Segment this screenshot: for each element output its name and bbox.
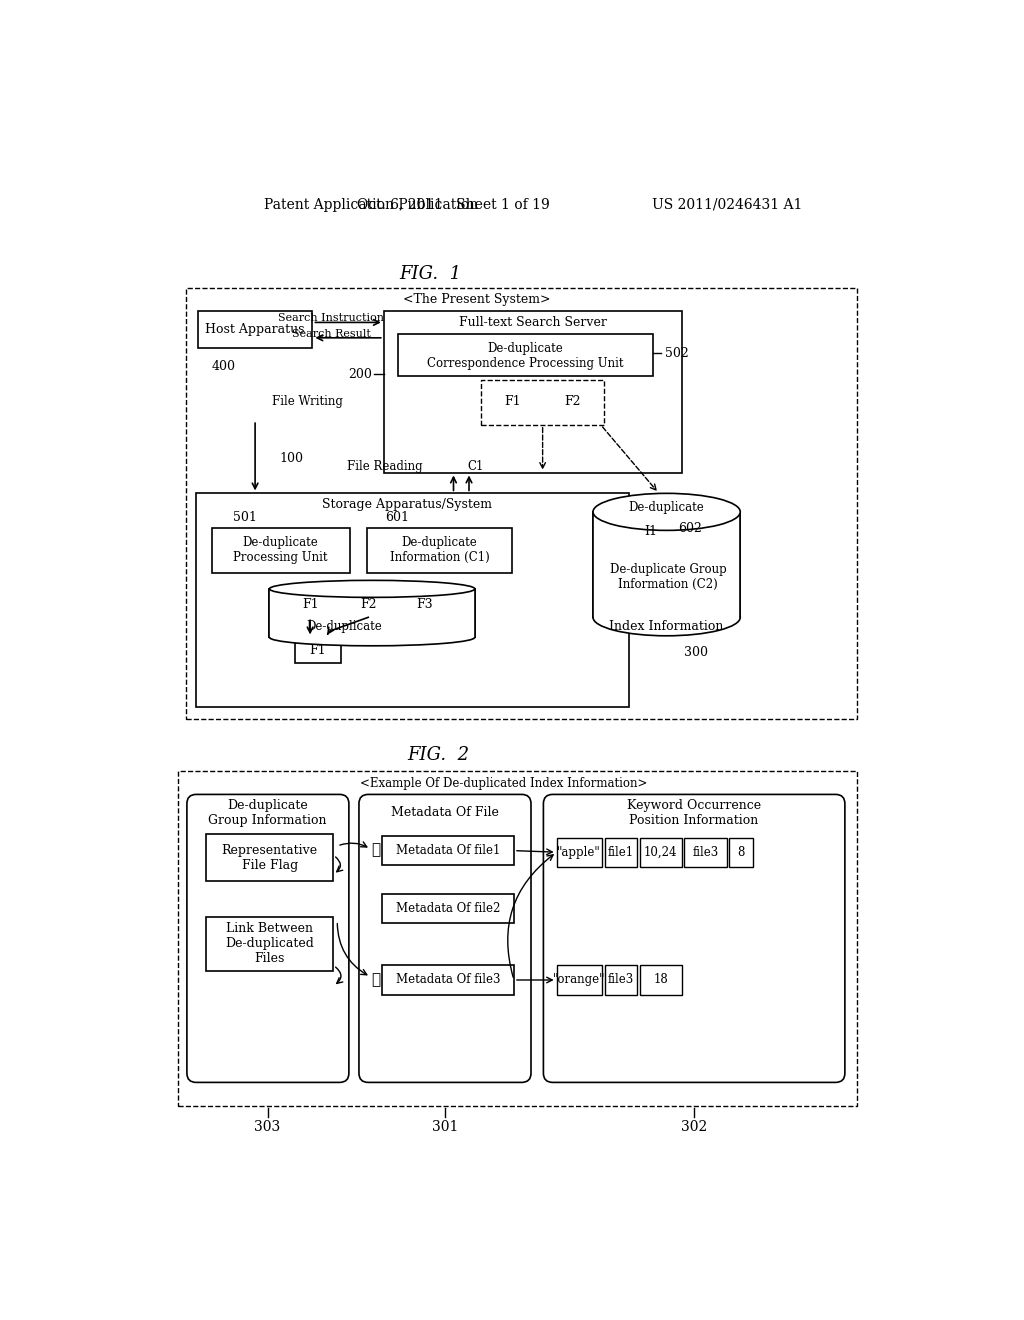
Text: ✩: ✩ <box>372 973 381 987</box>
Bar <box>206 917 334 970</box>
Text: file3: file3 <box>692 846 719 859</box>
Text: Metadata Of file2: Metadata Of file2 <box>396 902 501 915</box>
Text: Metadata Of file3: Metadata Of file3 <box>396 973 501 986</box>
Text: 502: 502 <box>665 347 689 360</box>
Bar <box>367 528 512 573</box>
Text: FIG.  1: FIG. 1 <box>399 265 462 282</box>
Bar <box>684 838 727 867</box>
Text: "orange": "orange" <box>553 973 605 986</box>
Text: Link Between
De-duplicated
Files: Link Between De-duplicated Files <box>225 923 314 965</box>
Text: F3: F3 <box>417 598 433 611</box>
Text: F2: F2 <box>360 598 377 611</box>
Text: Search Instruction: Search Instruction <box>279 313 384 323</box>
Text: F1: F1 <box>309 644 327 657</box>
Text: 8: 8 <box>737 846 744 859</box>
Bar <box>481 380 604 425</box>
Bar <box>593 512 740 618</box>
Bar <box>384 312 682 473</box>
Text: Keyword Occurrence
Position Information: Keyword Occurrence Position Information <box>627 799 761 826</box>
Bar <box>295 638 341 663</box>
Bar <box>557 838 601 867</box>
Text: file1: file1 <box>608 846 634 859</box>
Ellipse shape <box>269 628 475 645</box>
Text: File Writing: File Writing <box>272 395 343 408</box>
Text: I1: I1 <box>645 524 657 537</box>
Text: <Example Of De-duplicated Index Information>: <Example Of De-duplicated Index Informat… <box>360 777 648 791</box>
Text: "apple": "apple" <box>557 846 601 859</box>
Bar <box>382 965 514 995</box>
FancyBboxPatch shape <box>359 795 531 1082</box>
Text: C1: C1 <box>467 459 483 473</box>
Bar <box>632 517 671 544</box>
Text: Metadata Of file1: Metadata Of file1 <box>396 843 501 857</box>
Text: ✩: ✩ <box>372 843 381 858</box>
Text: FIG.  2: FIG. 2 <box>407 746 469 764</box>
Text: file3: file3 <box>608 973 634 986</box>
Text: 18: 18 <box>653 973 669 986</box>
Text: 501: 501 <box>232 511 256 524</box>
Bar <box>212 528 349 573</box>
Text: 601: 601 <box>385 511 410 524</box>
Text: De-duplicate Group
Information (C2): De-duplicate Group Information (C2) <box>610 562 727 590</box>
Bar <box>729 838 753 867</box>
Text: Oct. 6, 2011   Sheet 1 of 19: Oct. 6, 2011 Sheet 1 of 19 <box>357 198 550 211</box>
Bar <box>291 591 330 618</box>
Bar <box>197 494 629 708</box>
Text: 100: 100 <box>280 453 303 465</box>
Bar <box>640 838 682 867</box>
Text: F2: F2 <box>564 395 581 408</box>
FancyBboxPatch shape <box>544 795 845 1082</box>
Text: Patent Application Publication: Patent Application Publication <box>263 198 478 211</box>
Text: Search Result: Search Result <box>292 329 371 339</box>
Text: Full-text Search Server: Full-text Search Server <box>460 315 607 329</box>
Text: 10,24: 10,24 <box>644 846 678 859</box>
Bar <box>198 312 312 348</box>
Bar <box>640 965 682 995</box>
Bar <box>186 288 856 719</box>
Text: De-duplicate: De-duplicate <box>629 500 705 513</box>
Bar <box>493 388 532 414</box>
Text: 302: 302 <box>681 1121 707 1134</box>
Ellipse shape <box>269 581 475 598</box>
Text: Metadata Of File: Metadata Of File <box>391 807 499 820</box>
Text: 300: 300 <box>684 647 709 659</box>
Bar <box>349 591 388 618</box>
Ellipse shape <box>593 494 740 531</box>
Bar <box>611 554 726 598</box>
Text: File Reading: File Reading <box>347 459 423 473</box>
Text: Host Apparatus: Host Apparatus <box>206 323 305 335</box>
Ellipse shape <box>593 599 740 636</box>
Bar <box>397 334 653 376</box>
Text: De-duplicate
Information (C1): De-duplicate Information (C1) <box>390 536 489 565</box>
Bar <box>269 589 475 638</box>
Text: De-duplicate: De-duplicate <box>306 620 382 634</box>
Bar <box>382 836 514 866</box>
Text: 301: 301 <box>432 1121 458 1134</box>
Bar <box>604 965 637 995</box>
Text: 200: 200 <box>348 367 372 380</box>
Text: 303: 303 <box>254 1121 281 1134</box>
Bar <box>382 894 514 923</box>
Text: F1: F1 <box>504 395 521 408</box>
Text: Representative
File Flag: Representative File Flag <box>222 843 317 871</box>
FancyBboxPatch shape <box>187 795 349 1082</box>
Bar <box>557 965 601 995</box>
Text: De-duplicate
Group Information: De-duplicate Group Information <box>208 799 327 826</box>
Text: Index Information: Index Information <box>609 620 724 634</box>
Bar <box>553 388 593 414</box>
Bar <box>406 591 444 618</box>
Text: 602: 602 <box>678 521 702 535</box>
Text: De-duplicate
Correspondence Processing Unit: De-duplicate Correspondence Processing U… <box>427 342 624 370</box>
Text: F1: F1 <box>302 598 318 611</box>
Text: US 2011/0246431 A1: US 2011/0246431 A1 <box>652 198 802 211</box>
Text: 400: 400 <box>212 360 236 372</box>
Text: Storage Apparatus/System: Storage Apparatus/System <box>322 499 492 511</box>
Bar <box>206 834 334 880</box>
Bar <box>178 771 856 1106</box>
Bar <box>604 838 637 867</box>
Text: De-duplicate
Processing Unit: De-duplicate Processing Unit <box>233 536 328 565</box>
Text: <The Present System>: <The Present System> <box>403 293 551 306</box>
